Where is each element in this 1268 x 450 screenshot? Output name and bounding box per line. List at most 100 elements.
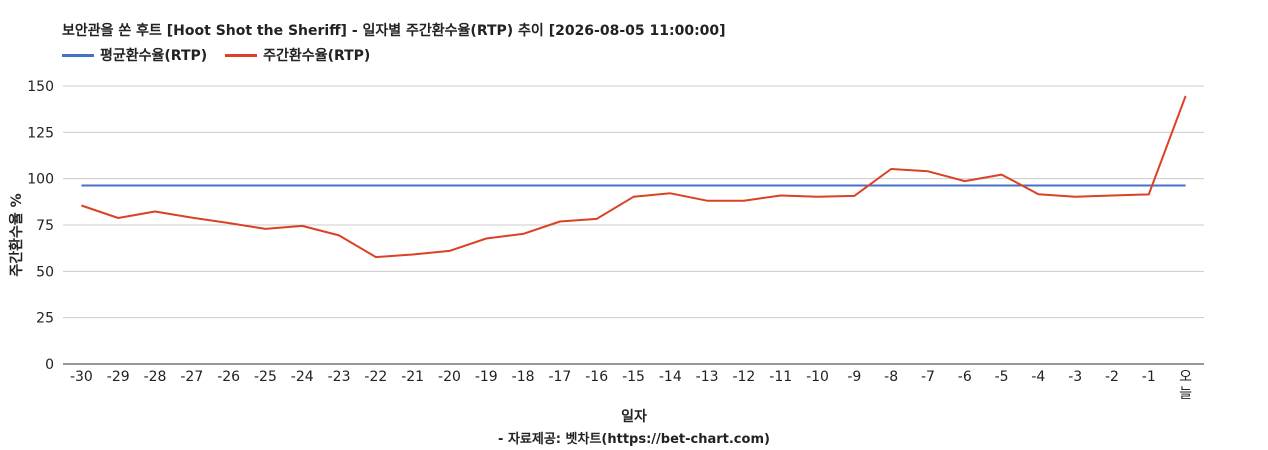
data-point[interactable] <box>1000 173 1004 177</box>
x-tick-label: -17 <box>548 369 571 385</box>
y-tick-labels: 0 25 50 75 100 125 150 <box>27 79 54 373</box>
data-point[interactable] <box>448 184 452 188</box>
data-point[interactable] <box>926 169 930 173</box>
x-tick-label: -24 <box>291 369 314 385</box>
data-point[interactable] <box>79 184 83 188</box>
x-tick-label: -7 <box>921 369 935 385</box>
data-point[interactable] <box>1036 184 1040 188</box>
data-point[interactable] <box>484 184 488 188</box>
data-point[interactable] <box>1184 184 1188 188</box>
data-point[interactable] <box>300 224 304 228</box>
x-axis-title: 일자 <box>621 409 647 425</box>
data-point[interactable] <box>116 216 120 220</box>
data-point[interactable] <box>742 199 746 203</box>
x-tick-label: -18 <box>512 369 535 385</box>
data-point[interactable] <box>632 184 636 188</box>
legend-label-average: 평균환수율(RTP) <box>100 48 208 64</box>
data-point[interactable] <box>190 184 194 188</box>
chart-title: 보안관을 쏜 후트 [Hoot Shot the Sheriff] - 일자별 … <box>62 23 726 39</box>
data-point[interactable] <box>1073 184 1077 188</box>
data-point[interactable] <box>1110 184 1114 188</box>
data-point[interactable] <box>1036 192 1040 196</box>
data-point[interactable] <box>595 184 599 188</box>
legend-swatch-weekly <box>225 53 258 57</box>
x-tick-label: -1 <box>1142 369 1156 385</box>
legend-swatch-average <box>62 53 94 57</box>
gridlines <box>63 85 1204 365</box>
data-point[interactable] <box>337 184 341 188</box>
x-tick-label: -26 <box>217 369 240 385</box>
legend-item-weekly[interactable]: 주간환수율(RTP) <box>225 45 370 65</box>
data-point[interactable] <box>926 184 930 188</box>
data-point[interactable] <box>1147 192 1151 196</box>
data-point[interactable] <box>852 194 856 198</box>
data-point[interactable] <box>411 253 415 257</box>
x-tick-label: -13 <box>696 369 719 385</box>
data-point[interactable] <box>705 184 709 188</box>
data-point[interactable] <box>153 210 157 214</box>
x-tick-label: -25 <box>254 369 277 385</box>
data-point[interactable] <box>521 232 525 236</box>
data-point[interactable] <box>668 191 672 195</box>
legend-label-weekly: 주간환수율(RTP) <box>263 48 371 64</box>
x-tick-label: -12 <box>732 369 755 385</box>
data-point[interactable] <box>374 184 378 188</box>
data-point[interactable] <box>779 194 783 198</box>
data-point[interactable] <box>816 184 820 188</box>
data-point[interactable] <box>742 184 746 188</box>
data-point[interactable] <box>558 184 562 188</box>
data-point[interactable] <box>337 233 341 237</box>
data-point[interactable] <box>484 237 488 241</box>
x-tick-label: -9 <box>847 369 861 385</box>
series-lines <box>79 94 1188 259</box>
data-point[interactable] <box>852 184 856 188</box>
source-credit: - 자료제공: 벳차트(https://bet-chart.com) <box>498 432 770 447</box>
data-point[interactable] <box>668 184 672 188</box>
data-point[interactable] <box>116 184 120 188</box>
data-point[interactable] <box>1110 194 1114 198</box>
data-point[interactable] <box>632 195 636 199</box>
data-point[interactable] <box>1000 184 1004 188</box>
data-point[interactable] <box>1073 195 1077 199</box>
data-point[interactable] <box>889 167 893 171</box>
data-point[interactable] <box>448 249 452 253</box>
data-point[interactable] <box>521 184 525 188</box>
y-tick-label: 75 <box>36 218 54 234</box>
data-point[interactable] <box>705 199 709 203</box>
data-point[interactable] <box>1147 184 1151 188</box>
data-point[interactable] <box>374 255 378 259</box>
data-point[interactable] <box>779 184 783 188</box>
data-point[interactable] <box>263 227 267 231</box>
data-point[interactable] <box>963 179 967 183</box>
x-tick-label: -28 <box>144 369 167 385</box>
x-tick-label: -8 <box>884 369 898 385</box>
data-point[interactable] <box>227 184 231 188</box>
x-tick-label: -20 <box>438 369 461 385</box>
data-point[interactable] <box>411 184 415 188</box>
data-point[interactable] <box>263 184 267 188</box>
y-tick-label: 125 <box>27 125 54 141</box>
data-point[interactable] <box>190 216 194 220</box>
data-point[interactable] <box>79 204 83 208</box>
data-point[interactable] <box>558 220 562 224</box>
x-tick-label: -23 <box>328 369 351 385</box>
x-tick-label: -6 <box>958 369 972 385</box>
x-tick-label: -5 <box>995 369 1009 385</box>
y-tick-label: 25 <box>36 311 54 327</box>
x-tick-label: -29 <box>107 369 130 385</box>
data-point[interactable] <box>227 221 231 225</box>
data-point[interactable] <box>300 184 304 188</box>
y-tick-label: 150 <box>27 79 54 95</box>
series-line-weekly <box>81 95 1187 259</box>
y-tick-label: 50 <box>36 264 54 280</box>
data-point[interactable] <box>153 184 157 188</box>
data-point[interactable] <box>595 217 599 221</box>
data-point[interactable] <box>816 195 820 199</box>
data-point[interactable] <box>889 184 893 188</box>
data-point[interactable] <box>963 184 967 188</box>
data-point[interactable] <box>1184 94 1188 98</box>
legend-item-average[interactable]: 평균환수율(RTP) <box>62 45 207 65</box>
y-tick-label: 100 <box>27 172 54 188</box>
